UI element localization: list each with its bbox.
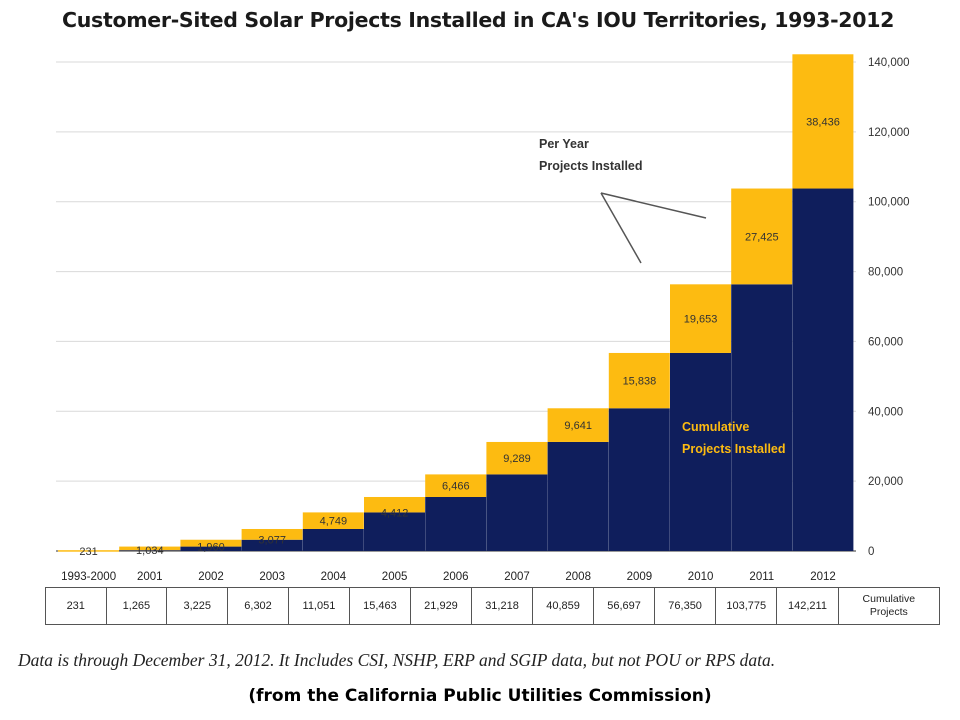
x-tick-label: 2007 bbox=[504, 571, 530, 583]
x-tick-label: 2008 bbox=[565, 571, 591, 583]
x-axis: 1993-2000 2001 2002 2003 2004 2005 2006 2007 200… bbox=[61, 571, 836, 583]
per-year-annotation: Projects Installed bbox=[539, 159, 643, 173]
cumulative-bar bbox=[425, 496, 487, 551]
per-year-value-label: 1,960 bbox=[197, 542, 225, 554]
table-cell: 21,929 bbox=[409, 587, 473, 625]
y-tick-label: 140,000 bbox=[868, 57, 910, 69]
x-tick-label: 2006 bbox=[443, 571, 469, 583]
table-cell: 6,302 bbox=[227, 587, 289, 625]
x-tick-label: 2005 bbox=[382, 571, 408, 583]
cumulative-bar bbox=[608, 408, 670, 551]
per-year-bar bbox=[486, 441, 548, 475]
table-row-label: Cumulative Projects bbox=[837, 587, 941, 625]
cumulative-bar bbox=[486, 474, 548, 551]
x-tick-label: 2001 bbox=[137, 571, 163, 583]
cumulative-bar bbox=[670, 352, 731, 551]
cumulative-bar bbox=[180, 546, 242, 551]
x-tick-label: 2003 bbox=[259, 571, 285, 583]
per-year-bar bbox=[302, 512, 364, 529]
table-cell: 76,350 bbox=[654, 587, 717, 625]
x-tick-label: 2011 bbox=[749, 571, 774, 583]
y-tick-label: 60,000 bbox=[868, 336, 903, 348]
x-tick-label: 2002 bbox=[198, 571, 224, 583]
y-tick-label: 20,000 bbox=[868, 476, 903, 488]
table-cell: 1,265 bbox=[105, 587, 168, 625]
per-year-value-label: 9,289 bbox=[503, 453, 531, 465]
per-year-bar bbox=[180, 539, 242, 547]
per-year-value-label: 19,653 bbox=[684, 314, 718, 326]
x-tick-label: 2004 bbox=[321, 571, 347, 583]
y-tick-label: 120,000 bbox=[868, 127, 910, 139]
x-tick-label: 2010 bbox=[688, 571, 714, 583]
cumulative-bar bbox=[241, 539, 303, 551]
bars bbox=[58, 54, 854, 552]
per-year-bar bbox=[58, 550, 119, 552]
per-year-bar bbox=[547, 408, 609, 442]
per-year-bar bbox=[792, 54, 854, 189]
per-year-value-label: 27,425 bbox=[745, 231, 779, 243]
table-cell: 11,051 bbox=[287, 587, 350, 625]
table-cell: 56,697 bbox=[593, 587, 656, 625]
cumulative-annotation: Projects Installed bbox=[682, 442, 786, 456]
per-year-annotation: Per Year bbox=[539, 137, 589, 151]
cumulative-bar bbox=[302, 528, 364, 551]
source-note: (from the California Public Utilities Co… bbox=[248, 686, 712, 706]
y-tick-label: 80,000 bbox=[868, 267, 903, 279]
cumulative-data-table: 231 1,265 3,225 6,302 11,051 15,463 21,929 31,2… bbox=[45, 587, 941, 625]
per-year-value-label: 231 bbox=[79, 546, 97, 558]
table-row: 231 1,265 3,225 6,302 11,051 15,463 21,929 31,2… bbox=[45, 587, 941, 625]
x-tick-label: 1993-2000 bbox=[61, 571, 116, 583]
cumulative-annotation: Cumulative bbox=[682, 420, 749, 434]
cumulative-bar bbox=[792, 188, 854, 551]
table-cell: 103,775 bbox=[715, 587, 778, 625]
x-tick-label: 2009 bbox=[627, 571, 653, 583]
table-cell: 231 bbox=[45, 587, 107, 625]
y-tick-label: 40,000 bbox=[868, 406, 903, 418]
per-year-value-label: 9,641 bbox=[564, 420, 592, 432]
table-cell: 142,211 bbox=[776, 587, 839, 625]
per-year-value-label: 1,034 bbox=[136, 545, 164, 557]
per-year-bar bbox=[670, 284, 731, 353]
per-year-value-label: 4,749 bbox=[320, 516, 348, 528]
per-year-bar bbox=[608, 352, 670, 409]
y-tick-label: 0 bbox=[868, 546, 874, 558]
stacked-bar-chart: 231 1,034 1,960 3,077 4,749 4,412 6,466 9,289 9,… bbox=[56, 54, 910, 583]
per-year-bar bbox=[731, 188, 793, 285]
chart-title: Customer-Sited Solar Projects Installed … bbox=[62, 8, 895, 32]
annotation-pointer bbox=[600, 192, 642, 264]
per-year-value-label: 4,412 bbox=[381, 507, 409, 519]
cumulative-bar bbox=[547, 441, 609, 551]
footnote: Data is through December 31, 2012. It In… bbox=[18, 650, 776, 670]
per-year-bar bbox=[364, 496, 425, 513]
table-cell: 40,859 bbox=[532, 587, 595, 625]
table-cell: 3,225 bbox=[166, 587, 229, 625]
table-cell: 15,463 bbox=[348, 587, 411, 625]
annotations: Per Year Projects Installed Cumulative Proj… bbox=[539, 137, 786, 456]
annotation-pointer bbox=[600, 192, 707, 219]
cumulative-bar bbox=[119, 550, 181, 551]
bar-labels: 231 1,034 1,960 3,077 4,749 4,412 6,466 9,289 9,… bbox=[79, 116, 839, 558]
per-year-value-label: 3,077 bbox=[258, 535, 286, 547]
table-cell: 31,218 bbox=[470, 587, 534, 625]
cumulative-bar bbox=[731, 284, 793, 551]
y-tick-label: 100,000 bbox=[868, 197, 910, 209]
per-year-bar bbox=[425, 474, 487, 497]
cumulative-bar bbox=[364, 512, 425, 551]
y-axis: 0 20,000 40,000 60,000 80,000 100,000 120,000 1… bbox=[868, 57, 910, 558]
per-year-value-label: 38,436 bbox=[806, 116, 840, 128]
per-year-bar bbox=[119, 546, 181, 551]
per-year-bar bbox=[241, 528, 303, 540]
per-year-value-label: 15,838 bbox=[623, 376, 657, 388]
x-tick-label: 2012 bbox=[810, 571, 836, 583]
per-year-value-label: 6,466 bbox=[442, 481, 470, 493]
